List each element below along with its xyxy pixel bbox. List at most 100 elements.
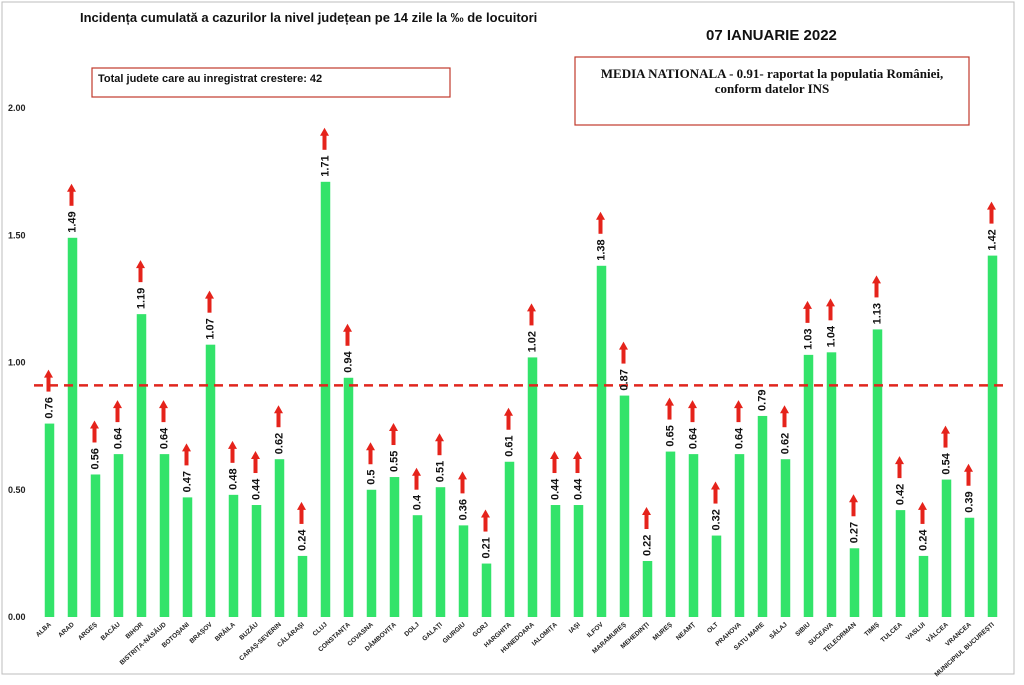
bar <box>343 377 354 617</box>
increase-arrow-icon <box>964 463 973 486</box>
increase-arrow-icon <box>573 451 582 474</box>
bar <box>803 354 814 617</box>
bar <box>205 344 216 617</box>
bar-value-label: 0.24 <box>297 529 309 551</box>
increase-arrow-icon <box>458 471 467 494</box>
bar-value-label: 0.42 <box>895 484 907 505</box>
bar <box>780 459 791 617</box>
bar-value-label: 1.03 <box>803 328 815 349</box>
increase-arrow-icon <box>412 467 421 490</box>
increase-arrow-icon <box>67 183 76 206</box>
bar <box>665 451 676 617</box>
bar-value-label: 0.79 <box>757 390 769 411</box>
bar-value-label: 1.04 <box>826 325 838 347</box>
increase-arrow-icon <box>251 451 260 474</box>
national-average-box <box>574 56 970 126</box>
bar <box>159 454 170 617</box>
bar <box>688 454 699 617</box>
increase-arrow-icon <box>228 440 237 463</box>
bar <box>136 314 147 617</box>
bar-value-label: 0.44 <box>251 478 263 500</box>
bar <box>711 535 722 617</box>
bar <box>527 357 538 617</box>
y-tick-label: 1.00 <box>8 358 26 368</box>
bar <box>826 352 837 617</box>
increase-arrow-icon <box>366 442 375 465</box>
bar <box>504 461 515 617</box>
increase-arrow-icon <box>343 323 352 346</box>
increase-arrow-icon <box>182 443 191 466</box>
increase-arrow-icon <box>987 201 996 224</box>
bar-value-label: 0.44 <box>550 478 562 500</box>
bar <box>642 561 653 617</box>
increase-arrow-icon <box>136 260 145 283</box>
increase-arrow-icon <box>619 341 628 364</box>
bar-value-label: 0.5 <box>366 469 378 484</box>
increase-arrow-icon <box>481 509 490 532</box>
bar <box>596 265 607 617</box>
y-axis: 0.00 0.50 1.00 1.50 2.00 <box>8 103 26 622</box>
bar <box>297 555 308 617</box>
y-tick-label: 0.50 <box>8 485 26 495</box>
bar-value-label: 0.24 <box>918 529 930 551</box>
bar-value-label: 1.07 <box>205 318 217 339</box>
bar <box>550 505 561 617</box>
bar <box>941 479 952 617</box>
bar <box>872 329 883 617</box>
bar <box>274 459 285 617</box>
increase-arrow-icon <box>780 405 789 428</box>
bar-value-label: 0.64 <box>734 427 746 449</box>
bar-value-label: 0.47 <box>182 471 194 492</box>
increase-arrow-icon <box>941 425 950 448</box>
increase-arrow-icon <box>297 501 306 524</box>
bar <box>573 505 584 617</box>
bar-value-label: 0.44 <box>573 478 585 500</box>
bar-value-label: 0.64 <box>159 427 171 449</box>
bar <box>228 494 239 617</box>
increase-arrow-icon <box>320 127 329 150</box>
bar-value-label: 0.65 <box>665 425 677 446</box>
bar-value-label: 0.62 <box>274 433 286 454</box>
increase-arrow-icon <box>849 494 858 517</box>
bar <box>458 525 469 617</box>
bar <box>964 517 975 617</box>
bar-value-label: 0.62 <box>780 433 792 454</box>
bar <box>918 555 929 617</box>
bar <box>320 181 331 617</box>
y-tick-label: 1.50 <box>8 230 26 240</box>
bar-value-label: 0.32 <box>711 509 723 530</box>
y-tick-label: 0.00 <box>8 612 26 622</box>
bar-value-label: 1.42 <box>987 229 999 250</box>
bars-layer <box>44 181 998 618</box>
report-date: 07 IANUARIE 2022 <box>706 27 837 44</box>
bar-value-label: 1.71 <box>320 155 332 176</box>
bar-value-label: 0.56 <box>90 448 102 469</box>
increase-arrow-icon <box>205 290 214 313</box>
bar-value-label: 0.48 <box>228 468 240 489</box>
increase-arrow-icon <box>895 456 904 479</box>
increase-arrow-icon <box>113 400 122 423</box>
bar-value-label: 0.54 <box>941 452 953 474</box>
increase-arrow-icon <box>918 501 927 524</box>
bar <box>849 548 860 617</box>
increase-arrow-icon <box>435 433 444 456</box>
bar <box>67 237 78 618</box>
bar <box>113 454 124 617</box>
increase-arrow-icon <box>44 369 53 392</box>
y-tick-label: 2.00 <box>8 103 26 113</box>
bar <box>435 487 446 617</box>
bar-value-label: 0.94 <box>343 350 355 372</box>
bar-value-label: 1.19 <box>136 288 148 309</box>
bar-value-label: 0.4 <box>412 494 424 510</box>
bar-value-label: 1.13 <box>872 303 884 324</box>
bar-value-label: 0.22 <box>642 535 654 556</box>
bar <box>412 515 423 617</box>
bar-value-label: 0.87 <box>619 369 631 390</box>
increase-arrow-icon <box>665 397 674 420</box>
increase-arrow-icon <box>274 405 283 428</box>
increase-arrow-icon <box>734 400 743 423</box>
growth-count-box <box>91 67 451 98</box>
bar-value-label: 0.36 <box>458 499 470 520</box>
